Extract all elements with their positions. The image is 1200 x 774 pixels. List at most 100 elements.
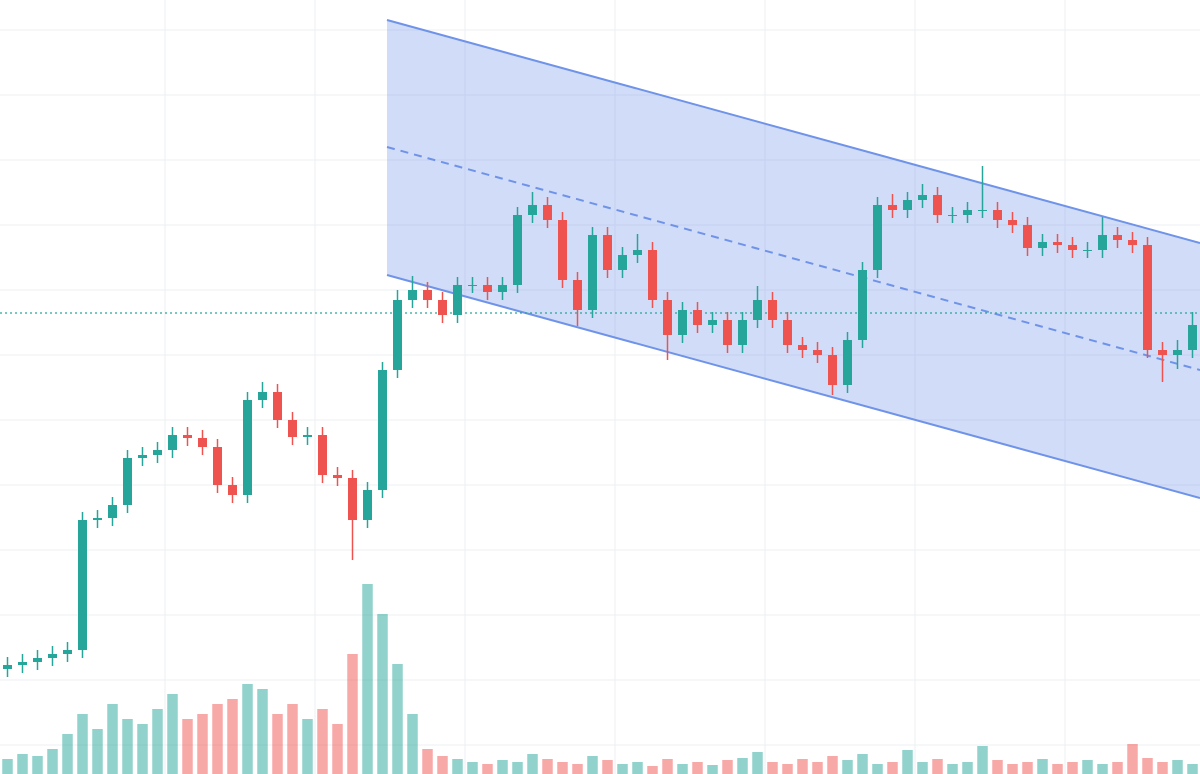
volume-bar [47, 749, 58, 774]
volume-bar [872, 764, 883, 774]
volume-bar [257, 689, 268, 774]
candle-body [768, 300, 777, 320]
volume-bar [962, 762, 973, 774]
volume-bar [782, 764, 793, 774]
candle-body [153, 450, 162, 455]
candle-body [618, 255, 627, 270]
volume-bar [902, 750, 913, 774]
candle-body [288, 420, 297, 437]
volume-bar [992, 760, 1003, 774]
candle-body [213, 447, 222, 485]
candle-body [198, 438, 207, 447]
volume-bar [272, 714, 283, 774]
volume-bar [377, 614, 388, 774]
candle-body [333, 475, 342, 478]
volume-bar [542, 759, 553, 774]
candle-body [408, 290, 417, 300]
candle-body [483, 285, 492, 292]
candle-body [18, 662, 27, 665]
volume-bar [182, 719, 193, 774]
candle-body [918, 195, 927, 200]
volume-bar [1037, 759, 1048, 774]
volume-bar [287, 704, 298, 774]
candle-body [813, 350, 822, 355]
candle-body [1158, 350, 1167, 355]
candle-body [588, 235, 597, 310]
volume-bar [647, 766, 658, 774]
candle-body [48, 654, 57, 658]
volume-bar [977, 746, 988, 774]
candle-body [183, 435, 192, 438]
volume-bar [62, 734, 73, 774]
volume-bar [107, 704, 118, 774]
volume-bar [512, 762, 523, 774]
candle-body [993, 210, 1002, 220]
volume-bar [572, 764, 583, 774]
volume-bar [242, 684, 253, 774]
candle-body [648, 250, 657, 300]
candle-body [1113, 235, 1122, 240]
candle-body [888, 205, 897, 210]
candle-body [1128, 240, 1137, 245]
candle-body [1068, 245, 1077, 250]
candle-body [243, 400, 252, 495]
volume-bar [932, 759, 943, 774]
volume-bar [362, 584, 373, 774]
candle-body [903, 200, 912, 210]
volume-bar [152, 709, 163, 774]
candle-body [258, 392, 267, 400]
candle-body [1098, 235, 1107, 250]
volume-bar [1172, 760, 1183, 774]
volume-bar [77, 714, 88, 774]
volume-bar [122, 719, 133, 774]
candle-body [663, 300, 672, 335]
channel-upper [386, 19, 1200, 244]
candle-body [1173, 350, 1182, 355]
candle-body [93, 518, 102, 520]
volume-bar [842, 760, 853, 774]
candle-body [783, 320, 792, 345]
volume-bar [557, 762, 568, 774]
candle-body [1023, 225, 1032, 248]
candle-body [1143, 245, 1152, 350]
candle-body [108, 505, 117, 518]
volume-bar [452, 759, 463, 774]
candle-body [678, 310, 687, 335]
candle-body [63, 650, 72, 654]
volume-bar [437, 756, 448, 774]
volume-bar [602, 760, 613, 774]
volume-bar [617, 764, 628, 774]
volume-bar [317, 709, 328, 774]
candle-body [693, 310, 702, 325]
volume-bar [1022, 762, 1033, 774]
candle-body [78, 520, 87, 650]
volume-bar [17, 754, 28, 774]
volume-bar [407, 714, 418, 774]
volume-bar [212, 704, 223, 774]
volume-bar [467, 762, 478, 774]
candle-body [528, 205, 537, 215]
volume-bar [1097, 764, 1108, 774]
candle-body [708, 320, 717, 325]
volume-bar [632, 762, 643, 774]
volume-bar [797, 759, 808, 774]
candle-body [423, 290, 432, 300]
candle-body [558, 220, 567, 280]
volume-bar [527, 754, 538, 774]
volume-bar [767, 762, 778, 774]
volume-bar [812, 762, 823, 774]
volume-bar [1007, 764, 1018, 774]
candle-body [438, 300, 447, 315]
volume-bar [1052, 764, 1063, 774]
candle-body [378, 370, 387, 490]
volume-bar [227, 699, 238, 774]
candle-body [33, 658, 42, 662]
candle-body [963, 210, 972, 215]
channel-middle [386, 146, 1200, 371]
channel-lower [386, 274, 1200, 499]
volume-bar [392, 664, 403, 774]
candle-body [633, 250, 642, 255]
candle-body [393, 300, 402, 370]
volume-bar [752, 752, 763, 774]
